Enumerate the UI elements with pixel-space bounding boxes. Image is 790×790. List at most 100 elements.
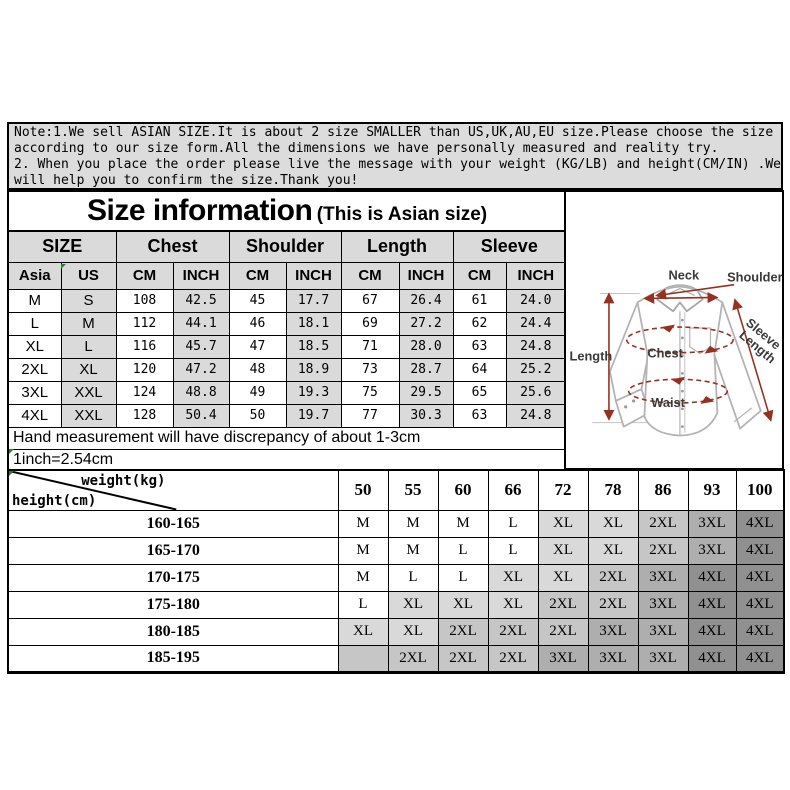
matrix-row: 175-180 L XL XL XL 2XL 2XL 3XL 4XL 4XL <box>7 590 785 619</box>
matrix-cell: 4XL <box>735 644 785 673</box>
shirt-buttons <box>624 318 684 428</box>
matrix-cell: 4XL <box>687 617 737 646</box>
table-row: 2XL XL 120 47.2 48 18.9 73 28.7 64 25.2 <box>7 357 567 382</box>
weight-header: 93 <box>687 469 737 511</box>
cell: 49 <box>228 380 287 405</box>
matrix-cell: 2XL <box>537 590 589 619</box>
table-row: M S 108 42.5 45 17.7 67 26.4 61 24.0 <box>7 288 567 313</box>
footnote-row: 1inch=2.54cm <box>7 448 567 472</box>
subheader: US <box>60 261 117 290</box>
cell: 48 <box>228 357 287 382</box>
cell: 116 <box>115 334 174 359</box>
cell: 64 <box>452 357 507 382</box>
matrix-cell: XL <box>537 509 589 538</box>
cell: 19.3 <box>285 380 342 405</box>
cell: 26.4 <box>398 288 454 313</box>
weight-header: 60 <box>437 469 489 511</box>
matrix-cell <box>337 644 389 673</box>
subheader: CM <box>228 261 287 290</box>
size-table-title-row: Size information (This is Asian size) <box>7 190 567 232</box>
cell: 73 <box>340 357 400 382</box>
cell: L <box>60 334 117 359</box>
matrix-cell: XL <box>587 536 639 565</box>
matrix-cell: 2XL <box>637 536 689 565</box>
size-table-sub-header: Asia US CM INCH CM INCH CM INCH CM INCH <box>7 261 567 290</box>
note-line: 2. When you place the order please live … <box>14 157 782 172</box>
matrix-cell: L <box>487 509 539 538</box>
cell: 47.2 <box>172 357 230 382</box>
cell: XXL <box>60 403 117 428</box>
cell: 4XL <box>7 403 62 428</box>
diagonal-divider <box>9 471 338 510</box>
matrix-cell: M <box>387 509 439 538</box>
height-range: 165-170 <box>7 536 339 565</box>
matrix-row: 185-195 2XL 2XL 2XL 3XL 3XL 3XL 4XL 4XL <box>7 644 785 673</box>
matrix-cell: L <box>487 536 539 565</box>
cell: XL <box>60 357 117 382</box>
matrix-cell: L <box>437 536 489 565</box>
matrix-cell: M <box>437 509 489 538</box>
cell: 45 <box>228 288 287 313</box>
table-row: XL L 116 45.7 47 18.5 71 28.0 63 24.8 <box>7 334 567 359</box>
matrix-cell: 4XL <box>735 590 785 619</box>
cell: 45.7 <box>172 334 230 359</box>
matrix-cell: 2XL <box>437 644 489 673</box>
cell: XXL <box>60 380 117 405</box>
cell: S <box>60 288 117 313</box>
matrix-cell: 4XL <box>687 590 737 619</box>
cell: 25.6 <box>505 380 567 405</box>
col-header-chest: Chest <box>115 230 230 263</box>
cell: 17.7 <box>285 288 342 313</box>
label-neck: Neck <box>669 268 700 283</box>
subheader: CM <box>115 261 174 290</box>
matrix-row: 160-165 M M M L XL XL 2XL 3XL 4XL <box>7 509 785 538</box>
matrix-cell: 4XL <box>735 536 785 565</box>
height-range: 180-185 <box>7 617 339 646</box>
cell: 24.8 <box>505 403 567 428</box>
matrix-cell: 2XL <box>587 563 639 592</box>
height-range: 170-175 <box>7 563 339 592</box>
cell: 18.1 <box>285 311 342 336</box>
size-table-group-header: SIZE Chest Shoulder Length Sleeve <box>7 230 567 263</box>
cell: 62 <box>452 311 507 336</box>
footnote-measurement: Hand measurement will have discrepancy o… <box>7 426 567 450</box>
matrix-cell: L <box>387 563 439 592</box>
matrix-cell: XL <box>387 617 439 646</box>
matrix-corner-cell: weight(kg) height(cm) <box>7 469 339 511</box>
weight-height-matrix: weight(kg) height(cm) 50 55 60 66 72 78 … <box>7 469 785 674</box>
matrix-cell: 4XL <box>735 509 785 538</box>
matrix-cell: 3XL <box>537 644 589 673</box>
cell: 24.0 <box>505 288 567 313</box>
col-header-sleeve: Sleeve <box>452 230 567 263</box>
cell: 120 <box>115 357 174 382</box>
shirt-measurement-diagram: Neck Shoulder Length Chest Waist Sleeve … <box>564 190 784 470</box>
matrix-cell: 3XL <box>637 644 689 673</box>
cell: 63 <box>452 403 507 428</box>
cell: 61 <box>452 288 507 313</box>
col-header-shoulder: Shoulder <box>228 230 342 263</box>
label-shoulder: Shoulder <box>727 270 782 285</box>
shoulder-pointer-line <box>655 283 735 300</box>
cell: 128 <box>115 403 174 428</box>
height-range: 185-195 <box>7 644 339 673</box>
matrix-cell: 3XL <box>587 617 639 646</box>
weight-header: 55 <box>387 469 439 511</box>
size-info-table: Size information (This is Asian size) SI… <box>7 190 568 472</box>
cell: 28.7 <box>398 357 454 382</box>
height-range: 160-165 <box>7 509 339 538</box>
table-row: L M 112 44.1 46 18.1 69 27.2 62 24.4 <box>7 311 567 336</box>
matrix-cell: 2XL <box>637 509 689 538</box>
cell: 29.5 <box>398 380 454 405</box>
weight-header: 50 <box>337 469 389 511</box>
table-row: 4XL XXL 128 50.4 50 19.7 77 30.3 63 24.8 <box>7 403 567 428</box>
cell: 124 <box>115 380 174 405</box>
cell: L <box>7 311 62 336</box>
label-waist: Waist <box>651 395 685 410</box>
note-line: according to our size form.All the dimen… <box>14 141 719 156</box>
matrix-cell: 3XL <box>587 644 639 673</box>
matrix-row: 165-170 M M L L XL XL 2XL 3XL 4XL <box>7 536 785 565</box>
cell: 24.4 <box>505 311 567 336</box>
cell: 48.8 <box>172 380 230 405</box>
matrix-cell: XL <box>537 536 589 565</box>
matrix-header-row: weight(kg) height(cm) 50 55 60 66 72 78 … <box>7 469 785 511</box>
